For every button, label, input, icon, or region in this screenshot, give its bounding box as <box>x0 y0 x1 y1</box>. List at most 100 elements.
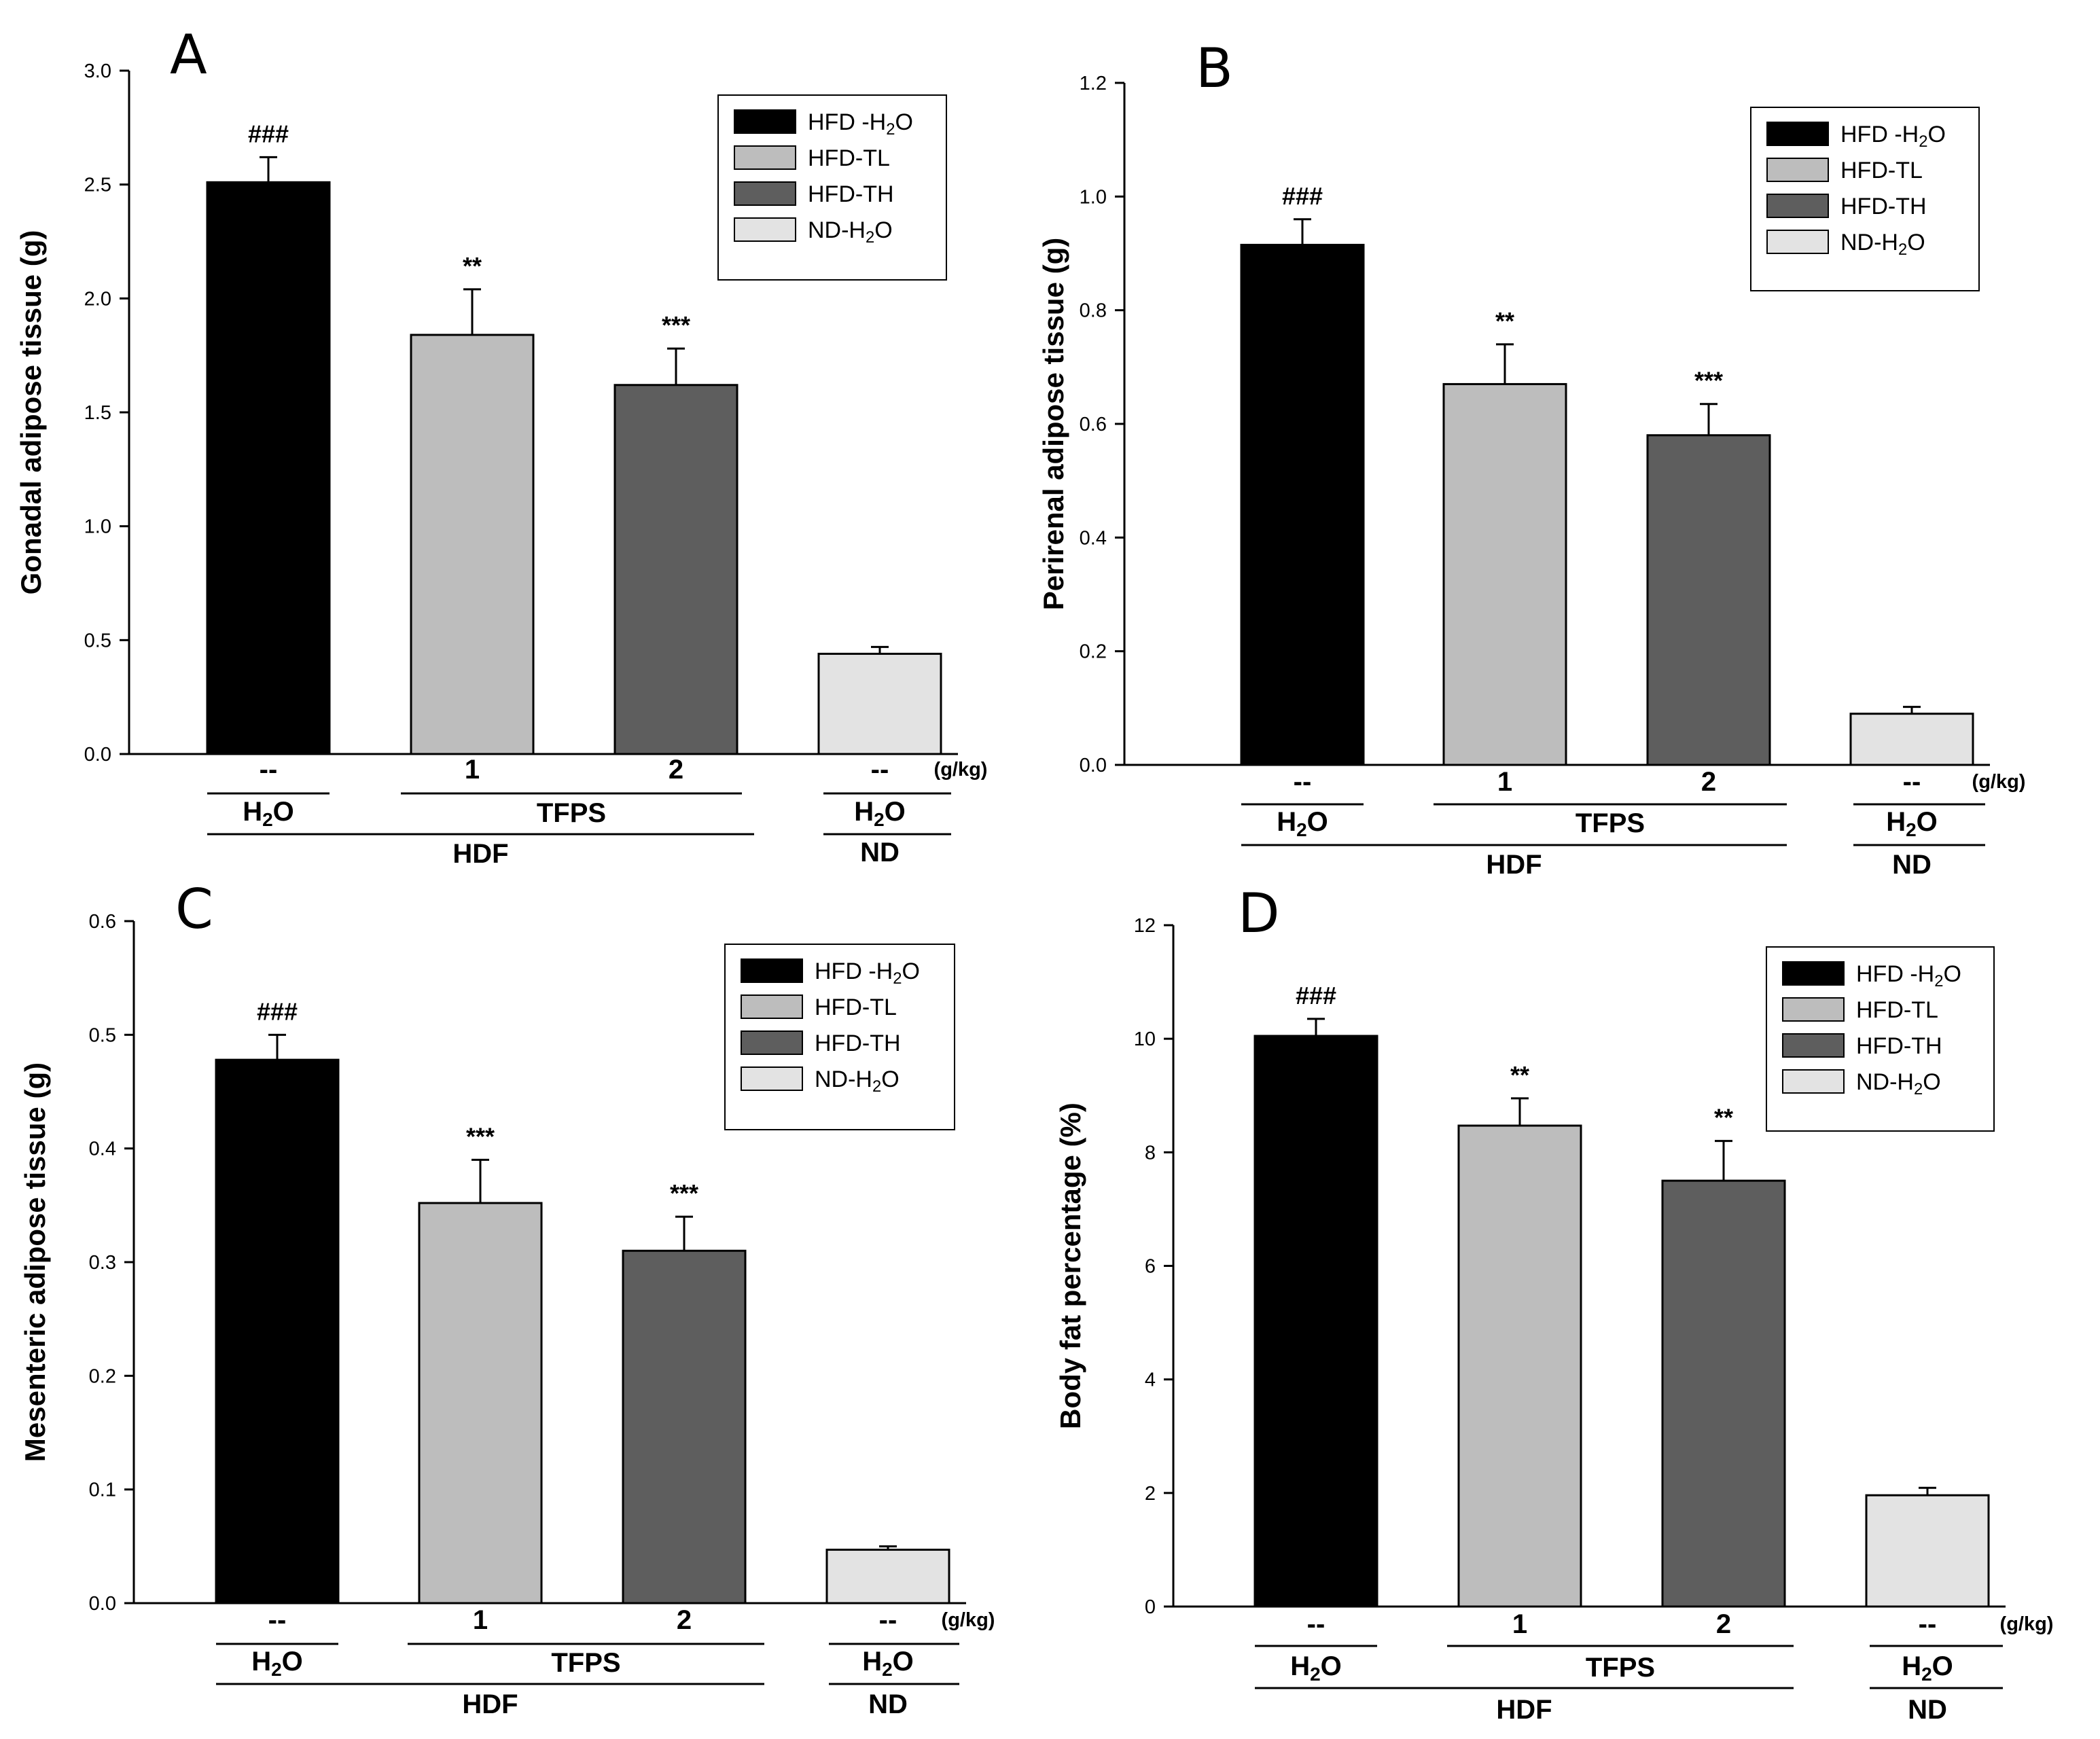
y-tick-label: 0.0 <box>89 1593 116 1615</box>
legend-label: HFD -H2O <box>1840 122 1946 151</box>
dose-label: 2 <box>1701 767 1716 797</box>
bar-hfd-tl <box>410 334 535 755</box>
dose-label: 1 <box>1512 1609 1527 1639</box>
significance-label: ### <box>1282 182 1323 210</box>
y-tick-label: 0.3 <box>89 1252 116 1274</box>
y-tick-label: 2.0 <box>84 288 111 310</box>
h2o-label: H2O <box>251 1647 303 1680</box>
dose-label: -- <box>1919 1609 1937 1639</box>
chart-panel-c: 0.0 0.1 0.2 0.3 0.4 0.5 0.6 Mesenteric adipose … <box>19 878 995 1719</box>
panel-letter: A <box>170 23 207 86</box>
significance-label: ** <box>1495 307 1514 335</box>
legend-swatch <box>1766 158 1829 182</box>
legend-label: ND-H2O <box>815 1066 900 1096</box>
y-tick-label: 2 <box>1145 1483 1156 1505</box>
y-axis-title: Gonadal adipose tissue (g) <box>15 230 47 595</box>
tfps-label: TFPS <box>1576 808 1645 838</box>
significance-label: *** <box>1694 367 1723 395</box>
h2o-label: H2O <box>862 1647 914 1680</box>
dose-label: -- <box>260 755 278 785</box>
y-tick-label: 0.0 <box>84 744 111 766</box>
hdf-label: HDF <box>462 1689 518 1719</box>
bar-hfd-tl <box>1457 1124 1582 1608</box>
legend-swatch <box>734 109 796 134</box>
y-tick-label: 0.6 <box>1080 414 1107 435</box>
legend-swatch <box>1782 961 1845 986</box>
legend-swatch <box>734 181 796 206</box>
tfps-label: TFPS <box>551 1648 620 1678</box>
dose-unit: (g/kg) <box>2000 1613 2054 1635</box>
tfps-label: TFPS <box>1586 1653 1655 1683</box>
dose-label: 1 <box>473 1605 488 1635</box>
panel-letter: B <box>1196 37 1233 100</box>
legend-label: HFD -H2O <box>808 109 913 139</box>
significance-label: ** <box>463 252 482 280</box>
bar-hfd-th <box>1661 1179 1786 1608</box>
legend: HFD -H2O HFD-TL HFD-TH ND-H2O <box>1750 107 1980 291</box>
bar-hfd-th <box>613 384 738 755</box>
h2o-label: H2O <box>1902 1651 1953 1685</box>
y-axis-title: Body fat percentage (%) <box>1054 1102 1086 1429</box>
y-tick-label: 8 <box>1145 1142 1156 1164</box>
significance-label: ### <box>248 120 289 147</box>
legend-label: HFD-TH <box>1840 194 1927 219</box>
dose-label: 2 <box>1716 1609 1731 1639</box>
significance-label: *** <box>662 311 690 339</box>
dose-label: -- <box>1307 1609 1325 1639</box>
y-tick-label: 0.4 <box>1080 527 1107 549</box>
hdf-label: HDF <box>1486 850 1542 880</box>
legend-swatch <box>741 994 803 1019</box>
tfps-label: TFPS <box>537 798 606 828</box>
y-tick-label: 0.0 <box>1080 755 1107 776</box>
bar-hfd-th <box>622 1249 747 1604</box>
y-tick-label: 1.5 <box>84 402 111 424</box>
bar-nd-h2o <box>1865 1494 1990 1608</box>
legend-label: HFD-TH <box>815 1030 901 1056</box>
chart-panel-a: 0.0 0.5 1.0 1.5 2.0 2.5 3.0 Gonadal adipose tis… <box>15 23 987 869</box>
legend-label: HFD-TL <box>1840 158 1923 183</box>
dose-label: 2 <box>669 755 683 785</box>
h2o-label: H2O <box>854 797 906 830</box>
significance-label: ### <box>257 997 298 1025</box>
dose-label: -- <box>1903 767 1921 797</box>
nd-label: ND <box>1908 1695 1947 1725</box>
legend-swatch <box>1766 122 1829 146</box>
dose-label: 1 <box>1497 767 1512 797</box>
bar-hfd-th <box>1646 434 1771 766</box>
legend-label: HFD-TH <box>1856 1033 1942 1059</box>
dose-unit: (g/kg) <box>934 759 988 781</box>
hdf-label: HDF <box>452 839 508 869</box>
legend-label: HFD-TL <box>1856 997 1938 1023</box>
significance-label: ** <box>1510 1061 1529 1089</box>
y-tick-label: 3.0 <box>84 60 111 82</box>
legend: HFD -H2O HFD-TL HFD-TH ND-H2O <box>1766 946 1995 1132</box>
y-tick-label: 1.0 <box>1080 186 1107 208</box>
nd-label: ND <box>868 1689 908 1719</box>
dose-unit: (g/kg) <box>1972 771 2026 793</box>
legend-label: ND-H2O <box>1856 1069 1941 1098</box>
y-tick-label: 10 <box>1134 1028 1156 1050</box>
legend-label: HFD -H2O <box>815 958 920 988</box>
y-tick-label: 0.2 <box>1080 641 1107 663</box>
y-tick-label: 1.2 <box>1080 73 1107 94</box>
legend-swatch <box>1782 1033 1845 1058</box>
legend-label: HFD-TH <box>808 181 894 207</box>
significance-label: *** <box>466 1122 495 1150</box>
legend: HFD -H2O HFD-TL HFD-TH ND-H2O <box>724 944 955 1130</box>
dose-label: 1 <box>465 755 480 785</box>
bar-hfd-h2o <box>1253 1035 1378 1608</box>
y-tick-label: 0.8 <box>1080 300 1107 322</box>
y-tick-label: 2.5 <box>84 175 111 196</box>
y-tick-label: 0.2 <box>89 1365 116 1387</box>
y-tick-label: 0.5 <box>84 630 111 651</box>
h2o-label: H2O <box>1290 1651 1342 1685</box>
dose-unit: (g/kg) <box>942 1609 995 1631</box>
bar-hfd-h2o <box>206 181 331 755</box>
bar-hfd-tl <box>1442 382 1567 766</box>
bar-hfd-tl <box>418 1202 543 1604</box>
legend-swatch <box>741 1030 803 1055</box>
bar-nd-h2o <box>825 1548 950 1604</box>
y-tick-label: 4 <box>1145 1369 1156 1391</box>
